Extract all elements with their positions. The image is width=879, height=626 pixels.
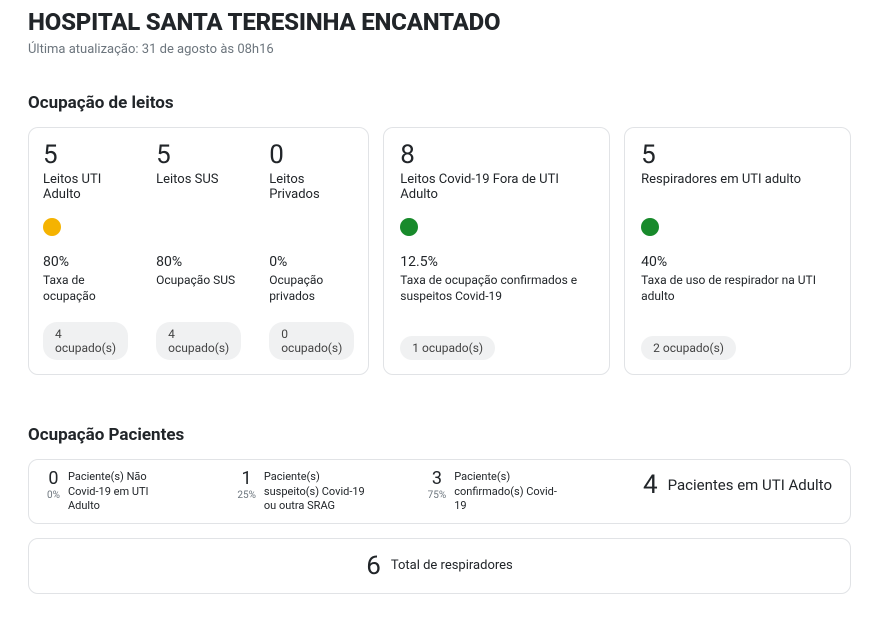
beds-covid-label: Leitos Covid-19 Fora de UTI Adulto [400, 172, 593, 206]
patient-total: 4 Pacientes em UTI Adulto [618, 470, 832, 500]
beds-uti-pill: 4 ocupado(s) [43, 322, 128, 360]
beds-covid-card: 8 Leitos Covid-19 Fora de UTI Adulto 12.… [383, 127, 610, 375]
patient-noncovid-count: 0 [48, 470, 58, 488]
respirators-card: 6 Total de respiradores [28, 538, 851, 594]
patient-suspect-mini: 25% [237, 490, 256, 501]
patient-noncovid: 0 0% Paciente(s) Não Covid-19 em UTI Adu… [47, 470, 225, 513]
beds-card-group: 5 Leitos UTI Adulto 80% Taxa de ocupação… [28, 127, 369, 375]
patient-noncovid-mini: 0% [47, 490, 60, 501]
beds-priv-pctlabel: Ocupação privados [269, 272, 354, 304]
status-dot-icon [641, 218, 659, 236]
beds-priv-pill: 0 ocupado(s) [269, 322, 354, 360]
beds-sus-pill: 4 ocupado(s) [156, 322, 241, 360]
beds-covid-pctlabel: Taxa de ocupação confirmados e suspeitos… [400, 272, 593, 318]
beds-sus-count: 5 [156, 142, 241, 168]
beds-priv-label: Leitos Privados [269, 172, 354, 206]
beds-uti-count: 5 [43, 142, 128, 168]
beds-uti-label: Leitos UTI Adulto [43, 172, 128, 206]
patient-confirmed-count: 3 [432, 470, 442, 488]
patient-confirmed: 3 75% Paciente(s) confirmado(s) Covid-19 [428, 470, 606, 513]
beds-resp-label: Respiradores em UTI adulto [641, 172, 834, 206]
patients-card: 0 0% Paciente(s) Não Covid-19 em UTI Adu… [28, 459, 851, 524]
beds-covid-count: 8 [400, 142, 593, 168]
beds-covid-pill: 1 ocupado(s) [400, 336, 495, 360]
page-title: HOSPITAL SANTA TERESINHA ENCANTADO [28, 8, 851, 36]
beds-sus-label: Leitos SUS [156, 172, 241, 206]
beds-resp-pct: 40% [641, 254, 834, 270]
patient-suspect-count: 1 [242, 470, 252, 488]
dot-placeholder [156, 218, 241, 236]
beds-uti-pctlabel: Taxa de ocupação [43, 272, 128, 304]
patient-noncovid-desc: Paciente(s) Não Covid-19 em UTI Adulto [68, 470, 178, 513]
patient-total-desc: Pacientes em UTI Adulto [668, 476, 832, 494]
last-update: Última atualização: 31 de agosto às 08h1… [28, 42, 851, 57]
beds-privados: 0 Leitos Privados 0% Ocupação privados 0… [255, 142, 368, 360]
beds-resp-count: 5 [641, 142, 834, 168]
patient-confirmed-desc: Paciente(s) confirmado(s) Covid-19 [454, 470, 564, 513]
beds-priv-count: 0 [269, 142, 354, 168]
beds-covid-pct: 12.5% [400, 254, 593, 270]
beds-resp-pill: 2 ocupado(s) [641, 336, 736, 360]
beds-sus-pctlabel: Ocupação SUS [156, 272, 241, 304]
patient-total-count: 4 [643, 470, 658, 500]
respirators-desc: Total de respiradores [391, 558, 513, 574]
beds-resp-pctlabel: Taxa de uso de respirador na UTI adulto [641, 272, 834, 318]
beds-cards-row: 5 Leitos UTI Adulto 80% Taxa de ocupação… [28, 127, 851, 375]
respirators-count: 6 [366, 551, 381, 581]
beds-sus-pct: 80% [156, 254, 241, 270]
beds-uti-adulto: 5 Leitos UTI Adulto 80% Taxa de ocupação… [29, 142, 142, 360]
patient-confirmed-mini: 75% [428, 490, 447, 501]
status-dot-icon [400, 218, 418, 236]
beds-section-title: Ocupação de leitos [28, 93, 851, 113]
beds-priv-pct: 0% [269, 254, 354, 270]
patient-suspect-desc: Paciente(s) suspeito(s) Covid-19 ou outr… [264, 470, 374, 513]
dot-placeholder [269, 218, 354, 236]
beds-uti-pct: 80% [43, 254, 128, 270]
patients-section-title: Ocupação Pacientes [28, 425, 851, 445]
status-dot-icon [43, 218, 61, 236]
beds-sus: 5 Leitos SUS 80% Ocupação SUS 4 ocupado(… [142, 142, 255, 360]
beds-resp-card: 5 Respiradores em UTI adulto 40% Taxa de… [624, 127, 851, 375]
patient-suspect: 1 25% Paciente(s) suspeito(s) Covid-19 o… [237, 470, 415, 513]
